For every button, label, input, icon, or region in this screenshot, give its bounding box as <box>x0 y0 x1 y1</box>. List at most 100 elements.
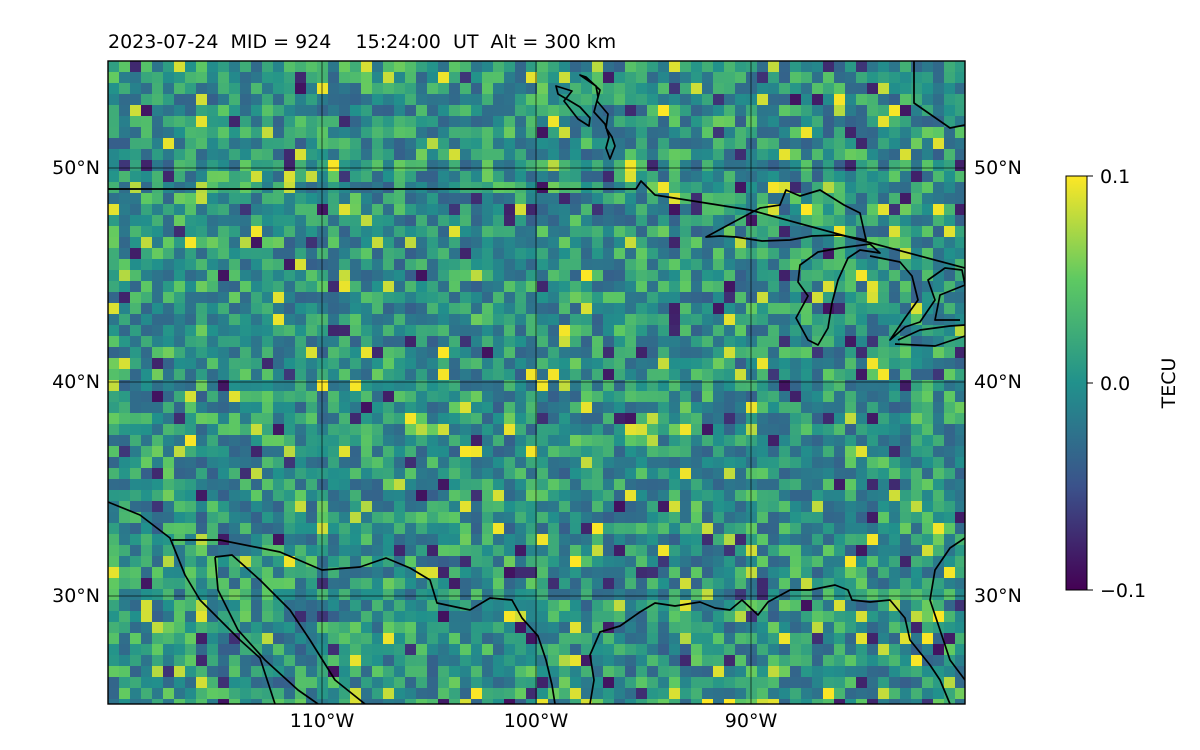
tec-cell <box>471 424 483 436</box>
tec-cell <box>427 171 439 183</box>
tec-cell <box>955 127 965 139</box>
tec-cell <box>636 611 648 623</box>
tec-cell <box>427 83 439 95</box>
tec-cell <box>735 402 747 414</box>
tec-cell <box>273 83 285 95</box>
tec-cell <box>493 644 505 656</box>
tec-cell <box>955 193 965 205</box>
tec-cell <box>119 358 131 370</box>
tec-cell <box>702 677 714 689</box>
tec-cell <box>427 490 439 502</box>
tec-cell <box>284 424 296 436</box>
tec-cell <box>570 644 582 656</box>
tec-cell <box>878 204 890 216</box>
tec-cell <box>438 358 450 370</box>
tec-cell <box>724 160 736 172</box>
tec-cell <box>515 358 527 370</box>
tec-cell <box>152 215 164 227</box>
tec-cell <box>306 688 318 700</box>
tec-cell <box>416 347 428 359</box>
tec-cell <box>141 435 153 447</box>
tec-cell <box>614 435 626 447</box>
tec-cell <box>768 138 780 150</box>
tec-cell <box>471 138 483 150</box>
tec-cell <box>141 402 153 414</box>
tec-cell <box>647 347 659 359</box>
tec-cell <box>328 281 340 293</box>
tec-cell <box>889 215 901 227</box>
tec-cell <box>570 303 582 315</box>
tec-cell <box>713 237 725 249</box>
tec-cell <box>218 94 230 106</box>
tec-cell <box>251 314 263 326</box>
tec-cell <box>130 138 142 150</box>
tec-cell <box>856 182 868 194</box>
tec-cell <box>790 556 802 568</box>
tec-cell <box>394 226 406 238</box>
tec-cell <box>581 171 593 183</box>
tec-cell <box>273 248 285 260</box>
tec-cell <box>229 677 241 689</box>
tec-cell <box>900 479 912 491</box>
tec-cell <box>625 61 637 73</box>
tec-cell <box>284 127 296 139</box>
tec-cell <box>812 446 824 458</box>
tec-cell <box>889 105 901 117</box>
tec-cell <box>933 193 945 205</box>
tec-cell <box>427 303 439 315</box>
tec-cell <box>867 545 879 557</box>
tec-cell <box>856 457 868 469</box>
tec-cell <box>581 347 593 359</box>
tec-cell <box>933 127 945 139</box>
tec-cell <box>306 457 318 469</box>
tec-cell <box>141 369 153 381</box>
tec-cell <box>438 182 450 194</box>
tec-cell <box>746 94 758 106</box>
tec-cell <box>812 292 824 304</box>
tec-cell <box>460 523 472 535</box>
tec-cell <box>592 204 604 216</box>
tec-cell <box>438 83 450 95</box>
tec-cell <box>680 105 692 117</box>
tec-cell <box>691 633 703 645</box>
tec-cell <box>713 424 725 436</box>
tec-cell <box>581 160 593 172</box>
tec-cell <box>471 61 483 73</box>
tec-cell <box>867 446 879 458</box>
tec-cell <box>108 688 120 700</box>
tec-cell <box>614 237 626 249</box>
tec-cell <box>746 556 758 568</box>
tec-cell <box>724 237 736 249</box>
tec-cell <box>669 149 681 161</box>
tec-cell <box>482 314 494 326</box>
tec-cell <box>746 490 758 502</box>
tec-cell <box>372 204 384 216</box>
tec-cell <box>834 292 846 304</box>
tec-cell <box>691 149 703 161</box>
tec-cell <box>537 391 549 403</box>
tec-cell <box>669 160 681 172</box>
tec-cell <box>152 83 164 95</box>
tec-cell <box>757 127 769 139</box>
tec-cell <box>768 116 780 128</box>
tec-cell <box>229 215 241 227</box>
tec-cell <box>713 215 725 227</box>
tec-cell <box>911 171 923 183</box>
tec-cell <box>592 534 604 546</box>
tec-cell <box>790 215 802 227</box>
tec-cell <box>416 490 428 502</box>
tec-cell <box>856 380 868 392</box>
tec-cell <box>856 237 868 249</box>
tec-cell <box>603 435 615 447</box>
tec-cell <box>768 204 780 216</box>
tec-cell <box>284 479 296 491</box>
tec-cell <box>119 699 131 704</box>
tec-cell <box>383 457 395 469</box>
tec-cell <box>273 138 285 150</box>
tec-cell <box>295 512 307 524</box>
tec-cell <box>405 490 417 502</box>
tec-cell <box>460 127 472 139</box>
tec-cell <box>504 600 516 612</box>
tec-cell <box>394 413 406 425</box>
tec-cell <box>361 193 373 205</box>
